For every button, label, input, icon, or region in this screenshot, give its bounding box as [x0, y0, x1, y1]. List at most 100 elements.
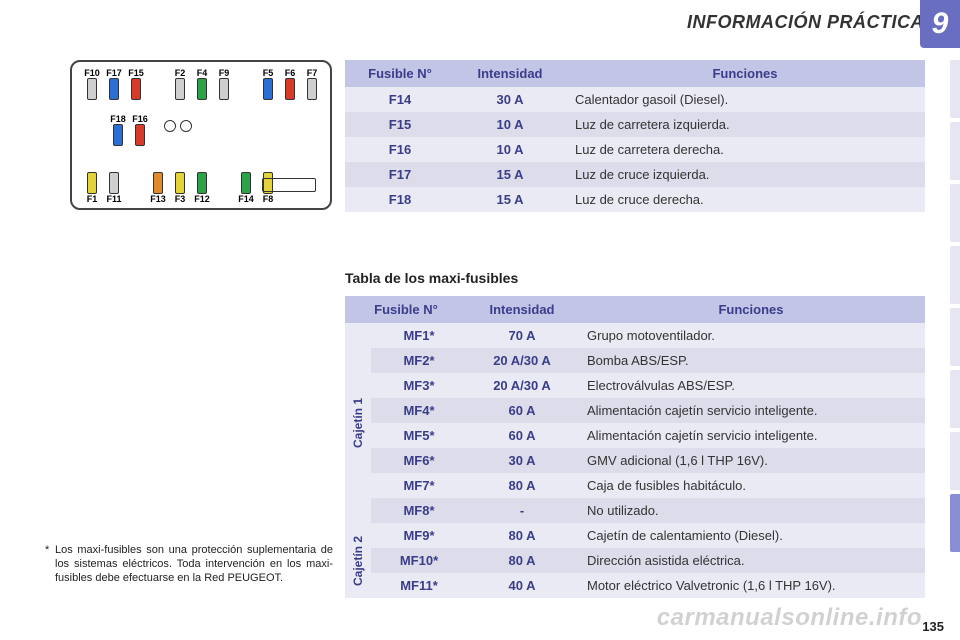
fuse-icon: [109, 172, 119, 194]
fuse-slot: F11: [104, 172, 124, 204]
cell-amp: 80 A: [467, 548, 577, 573]
side-tab: [950, 246, 960, 304]
cell-func: Alimentación cajetín servicio inteligent…: [577, 398, 925, 423]
side-tab: [950, 184, 960, 242]
diagram-circles: [164, 120, 192, 132]
cell-code: MF6*: [371, 448, 467, 473]
cell-code: MF5*: [371, 423, 467, 448]
fuse-slot: F15: [126, 68, 146, 100]
page-number: 135: [922, 619, 944, 634]
cell-code: F17: [345, 162, 455, 187]
cell-func: Luz de cruce izquierda.: [565, 162, 925, 187]
fuse-label: F18: [110, 114, 126, 124]
fuses-table-1: Fusible N° Intensidad Funciones F1430 AC…: [345, 60, 925, 212]
table-row: F1430 ACalentador gasoil (Diesel).: [345, 87, 925, 112]
side-tab: [950, 60, 960, 118]
table-row: MF2*20 A/30 ABomba ABS/ESP.: [345, 348, 925, 373]
cell-code: MF10*: [371, 548, 467, 573]
fuse-label: F17: [106, 68, 122, 78]
fuse-icon: [87, 172, 97, 194]
footnote-text: Los maxi-fusibles son una protección sup…: [55, 544, 333, 584]
table-row: MF4*60 AAlimentación cajetín servicio in…: [345, 398, 925, 423]
table-row: MF10*80 ADirección asistida eléctrica.: [345, 548, 925, 573]
fuse-slot: [236, 68, 256, 100]
fuse-slot: F9: [214, 68, 234, 100]
fuse-slot: F17: [104, 68, 124, 100]
fuse-slot: F4: [192, 68, 212, 100]
fuse-label: F12: [194, 194, 210, 204]
fuse-slot: [148, 68, 168, 100]
cell-func: GMV adicional (1,6 l THP 16V).: [577, 448, 925, 473]
fuse-icon: [197, 172, 207, 194]
fuse-slot: F1: [82, 172, 102, 204]
table-row: F1610 ALuz de carretera derecha.: [345, 137, 925, 162]
cell-code: F18: [345, 187, 455, 212]
cell-code: MF9*: [371, 523, 467, 548]
fuse-label: F4: [197, 68, 208, 78]
fuse-slot: F14: [236, 172, 256, 204]
table-row: MF11*40 AMotor eléctrico Valvetronic (1,…: [345, 573, 925, 598]
cell-amp: 80 A: [467, 523, 577, 548]
fuse-label: F6: [285, 68, 296, 78]
fuse-icon: [197, 78, 207, 100]
fuse-slot: F13: [148, 172, 168, 204]
fuse-label: F7: [307, 68, 318, 78]
maxi-fuses-table: Fusible N° Intensidad Funciones Cajetín …: [345, 296, 925, 598]
cell-code: MF11*: [371, 573, 467, 598]
fuse-label: F9: [219, 68, 230, 78]
cell-amp: 80 A: [467, 473, 577, 498]
fuse-icon: [241, 172, 251, 194]
group-label: Cajetín 1: [345, 323, 371, 523]
cell-func: No utilizado.: [577, 498, 925, 523]
cell-code: F16: [345, 137, 455, 162]
cell-func: Motor eléctrico Valvetronic (1,6 l THP 1…: [577, 573, 925, 598]
cell-func: Cajetín de calentamiento (Diesel).: [577, 523, 925, 548]
side-tab-strip: [950, 60, 960, 552]
table-row: MF3*20 A/30 AElectroválvulas ABS/ESP.: [345, 373, 925, 398]
table-row: MF6*30 AGMV adicional (1,6 l THP 16V).: [345, 448, 925, 473]
cell-amp: 40 A: [467, 573, 577, 598]
cell-amp: 15 A: [455, 187, 565, 212]
side-tab: [950, 432, 960, 490]
fuse-label: F10: [84, 68, 100, 78]
cell-func: Luz de carretera izquierda.: [565, 112, 925, 137]
page-title: INFORMACIÓN PRÁCTICA: [687, 12, 924, 33]
cell-func: Electroválvulas ABS/ESP.: [577, 373, 925, 398]
watermark: carmanualsonline.info: [657, 604, 922, 632]
table-row: Cajetín 2MF9*80 ACajetín de calentamient…: [345, 523, 925, 548]
table-row: MF5*60 AAlimentación cajetín servicio in…: [345, 423, 925, 448]
cell-code: MF1*: [371, 323, 467, 348]
fuse-icon: [219, 78, 229, 100]
cell-amp: 60 A: [467, 398, 577, 423]
table-row: F1815 ALuz de cruce derecha.: [345, 187, 925, 212]
cell-func: Bomba ABS/ESP.: [577, 348, 925, 373]
table-row: Cajetín 1MF1*70 AGrupo motoventilador.: [345, 323, 925, 348]
fuse-label: F13: [150, 194, 166, 204]
table-row: F1715 ALuz de cruce izquierda.: [345, 162, 925, 187]
cell-func: Luz de carretera derecha.: [565, 137, 925, 162]
cell-amp: 30 A: [467, 448, 577, 473]
section-title-maxi-fuses: Tabla de los maxi-fusibles: [345, 270, 518, 286]
cell-amp: 20 A/30 A: [467, 348, 577, 373]
table1-header-amp: Intensidad: [455, 60, 565, 87]
cell-amp: 10 A: [455, 137, 565, 162]
fuse-slot: F10: [82, 68, 102, 100]
table-row: F1510 ALuz de carretera izquierda.: [345, 112, 925, 137]
cell-code: F15: [345, 112, 455, 137]
fuse-icon: [113, 124, 123, 146]
footnote-marker: *: [45, 544, 49, 558]
fuse-label: F1: [87, 194, 98, 204]
cell-code: MF2*: [371, 348, 467, 373]
side-tab: [950, 370, 960, 428]
fuse-slot: F5: [258, 68, 278, 100]
fuse-slot: F12: [192, 172, 212, 204]
fuse-icon: [175, 78, 185, 100]
fuse-icon: [109, 78, 119, 100]
cell-amp: 15 A: [455, 162, 565, 187]
chapter-chip: 9: [920, 0, 960, 48]
table-row: MF7*80 ACaja de fusibles habitáculo.: [345, 473, 925, 498]
table1-header-code: Fusible N°: [345, 60, 455, 87]
fuse-icon: [285, 78, 295, 100]
fuse-slot: [126, 172, 146, 204]
fuse-slot: F16: [130, 114, 150, 146]
